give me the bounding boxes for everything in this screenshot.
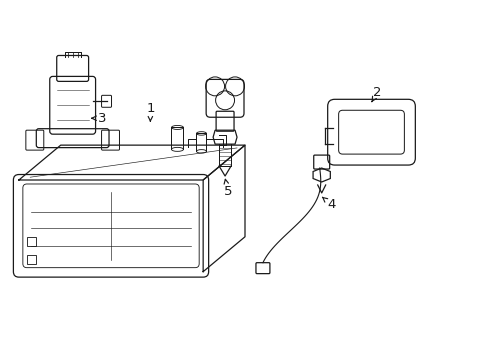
- Text: 2: 2: [371, 86, 381, 102]
- Text: 4: 4: [322, 197, 335, 211]
- Text: 1: 1: [146, 102, 154, 121]
- Text: 3: 3: [92, 112, 106, 125]
- Text: 5: 5: [224, 179, 232, 198]
